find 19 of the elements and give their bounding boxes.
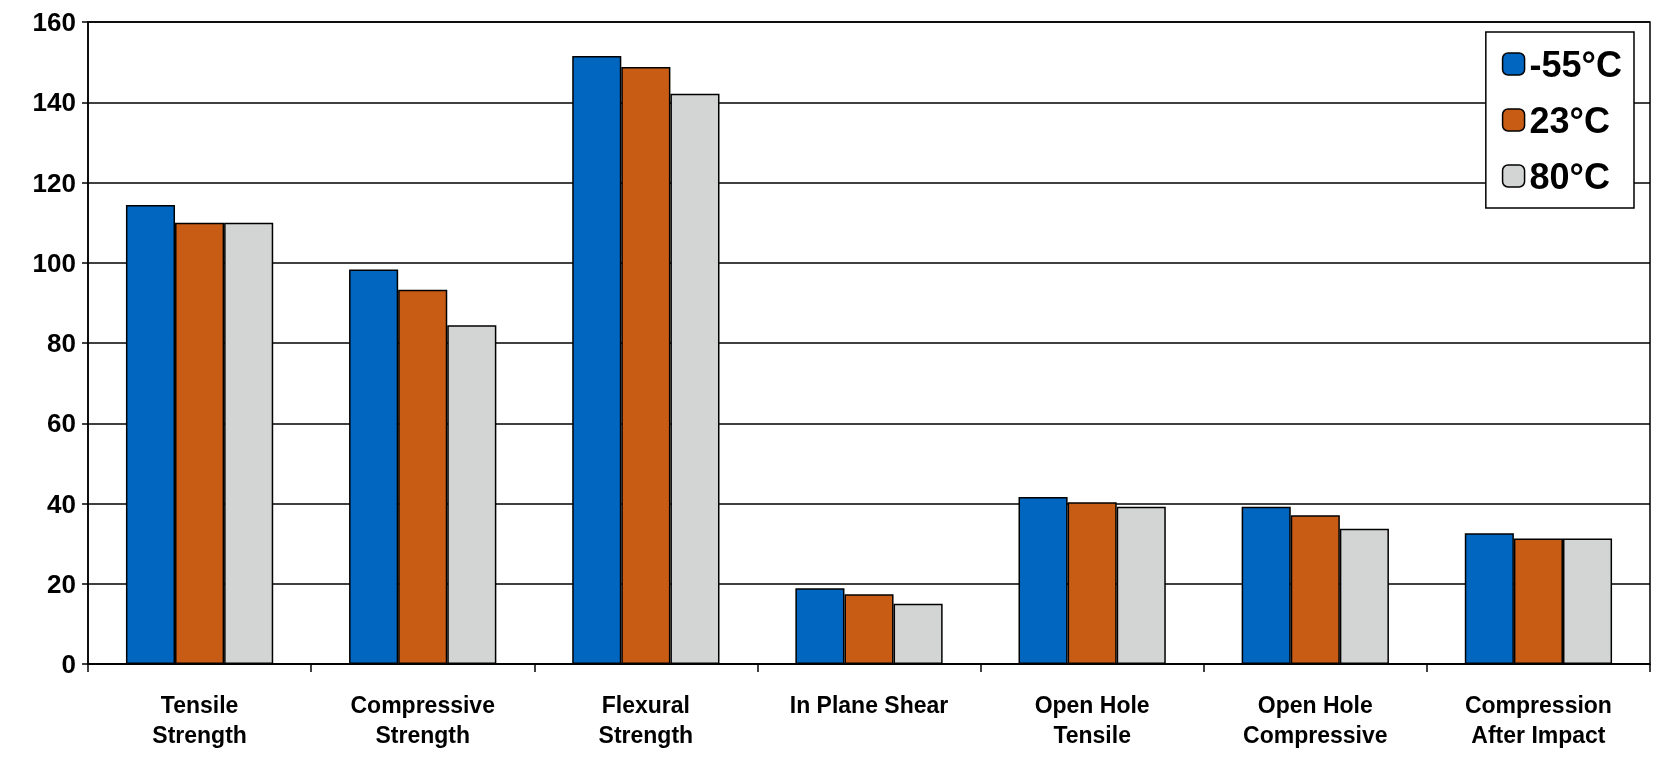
- legend-label: -55°C: [1529, 43, 1623, 85]
- x-tick-label: Flexural Strength: [598, 692, 694, 748]
- x-tick-label: Tensile Strength: [152, 692, 247, 748]
- x-tick-label: Open Hole Compressive: [1243, 692, 1388, 748]
- y-tick-label: 140: [32, 87, 76, 118]
- y-tick-label: 80: [47, 328, 76, 358]
- y-tick-label: 100: [32, 247, 76, 278]
- y-tick-label: 120: [32, 167, 76, 198]
- x-tick-label: Compression After Impact: [1464, 692, 1612, 748]
- x-tick-label: Open Hole Tensile: [1034, 692, 1150, 748]
- y-tick-label: 20: [47, 568, 76, 599]
- y-tick-label: 40: [47, 488, 76, 519]
- y-tick-label: 160: [32, 7, 76, 37]
- x-tick-label: Compressive Strength: [350, 692, 495, 748]
- legend-label: 80°C: [1529, 155, 1611, 197]
- y-tick-label: 60: [47, 408, 76, 439]
- x-tick-label: In Plane Shear: [789, 692, 949, 718]
- legend-label: 23°C: [1529, 99, 1611, 141]
- y-tick-label: 0: [61, 649, 76, 679]
